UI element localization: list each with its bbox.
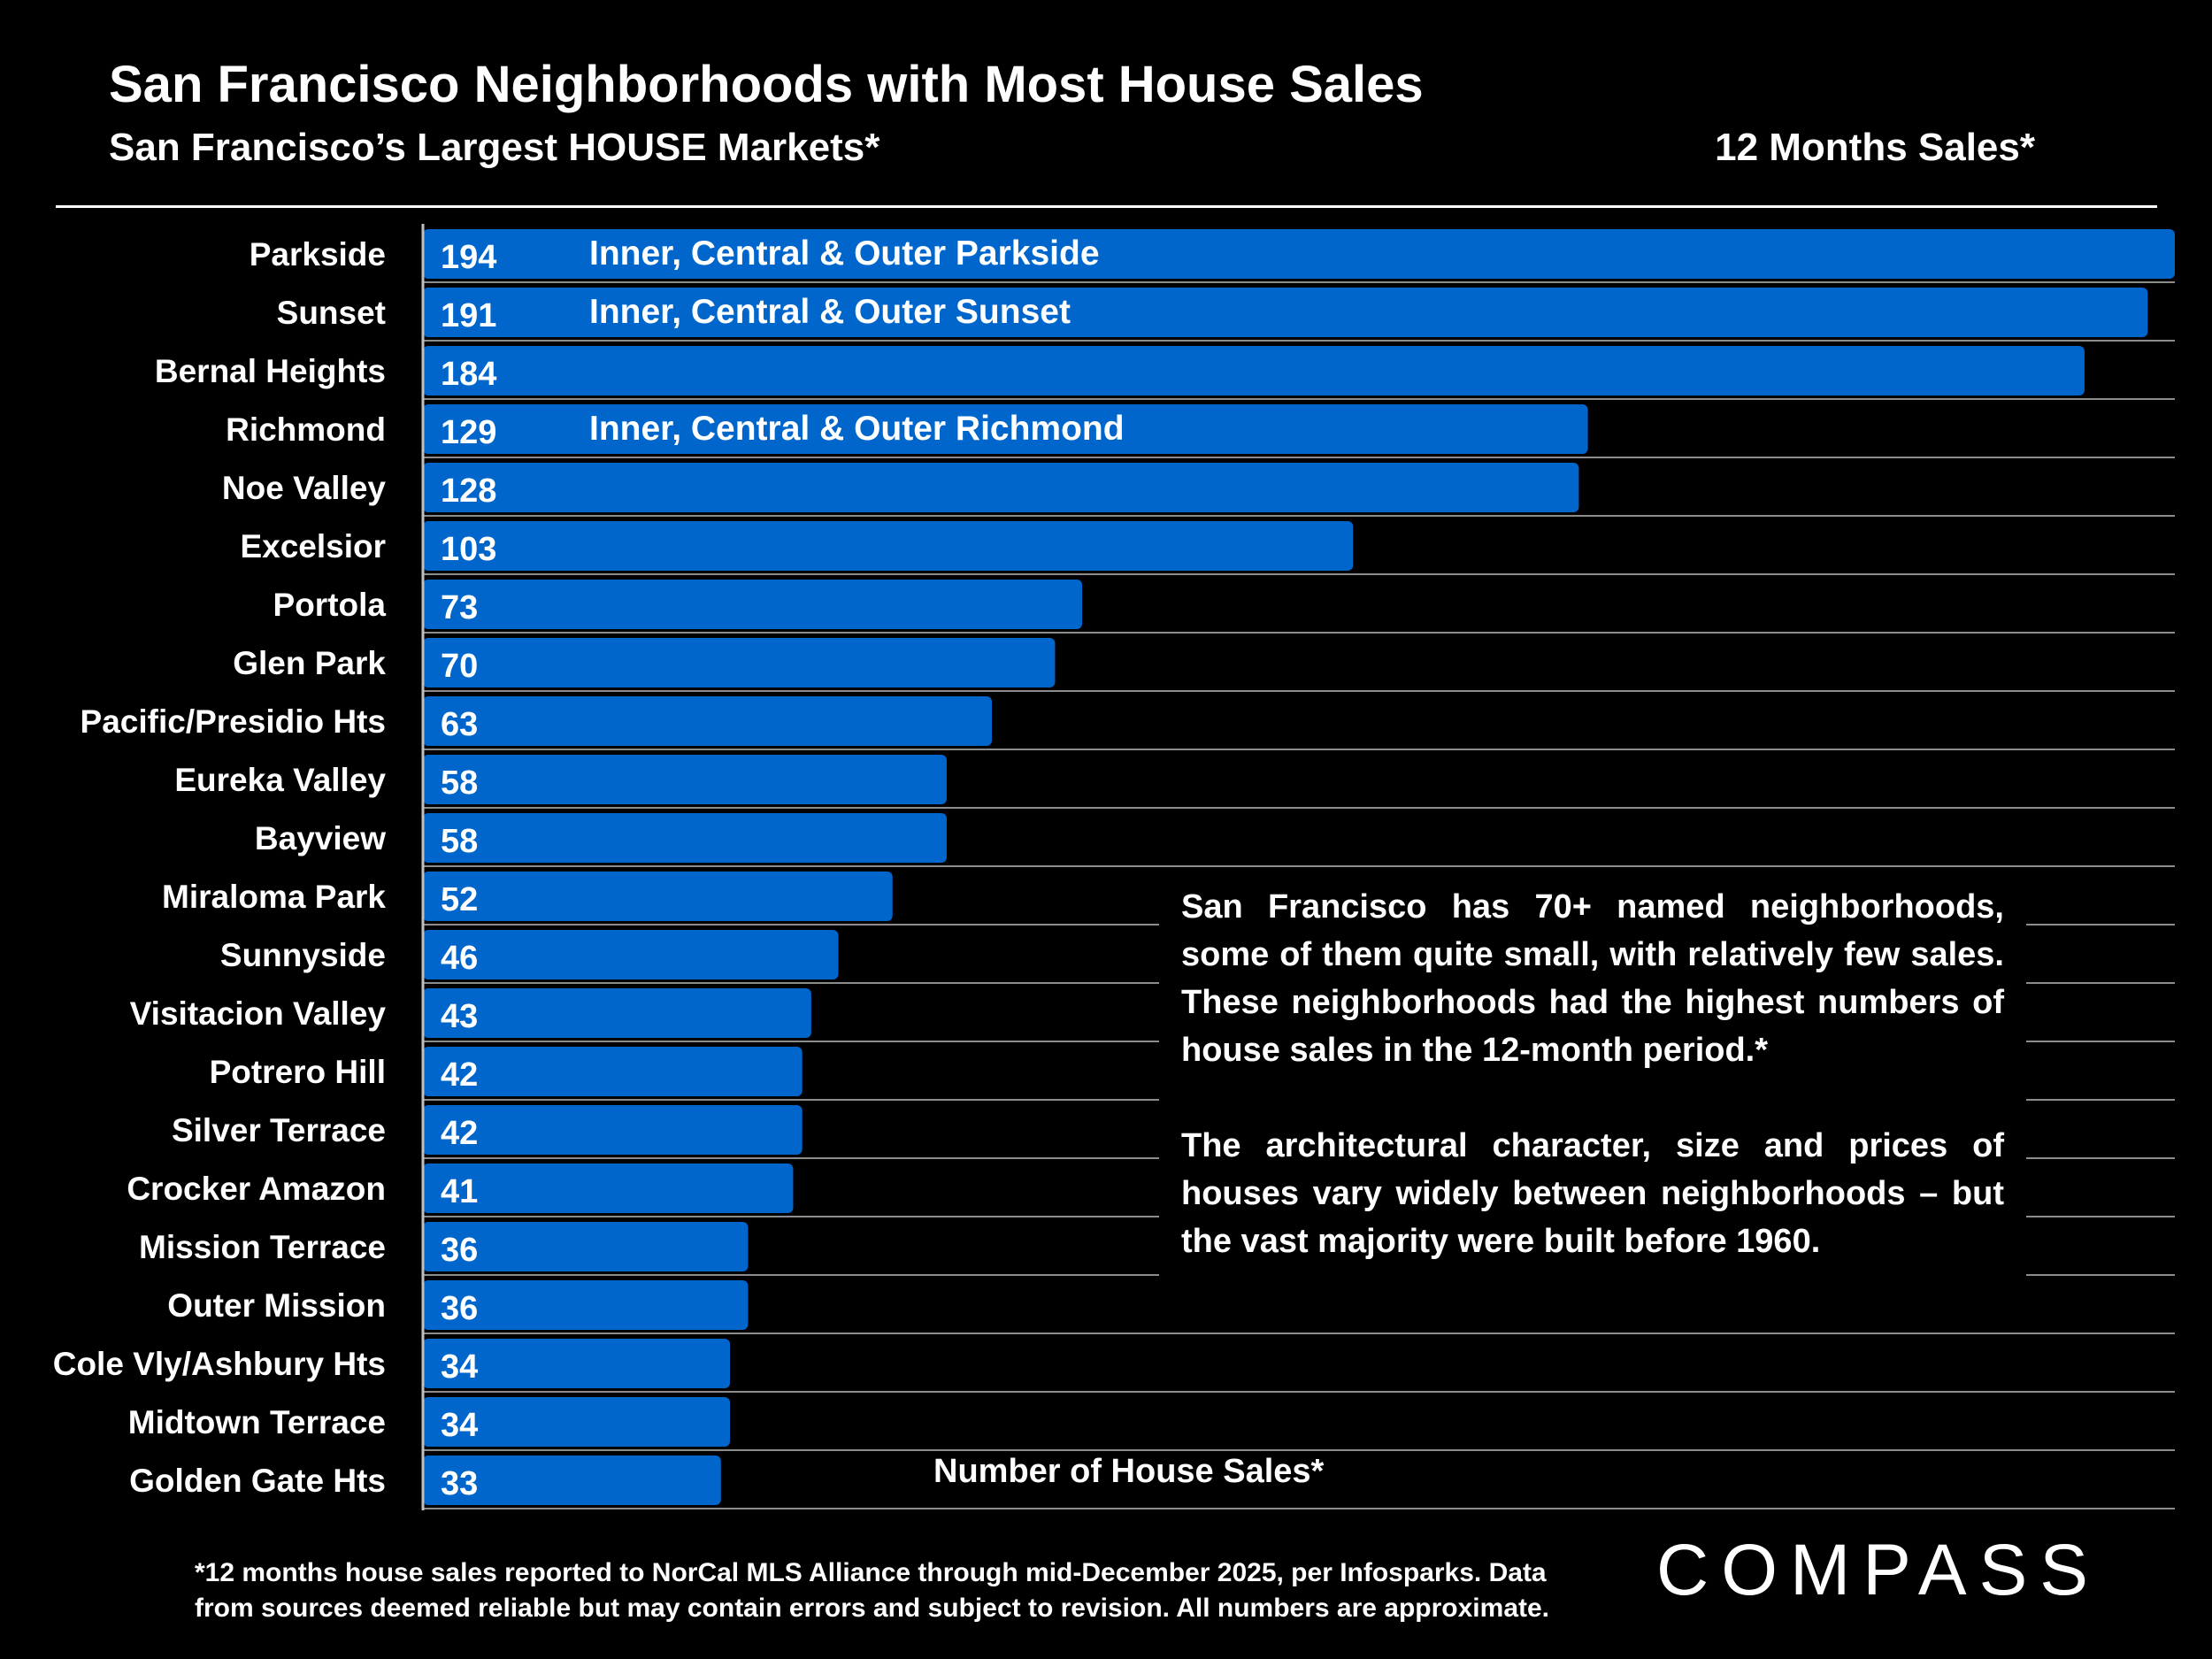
bar xyxy=(423,696,992,746)
bar xyxy=(423,404,1588,454)
bar xyxy=(423,1222,749,1271)
category-label: Cole Vly/Ashbury Hts xyxy=(53,1346,386,1382)
bar xyxy=(423,1164,794,1213)
bar-value-label: 42 xyxy=(441,1115,478,1152)
bar-value-label: 46 xyxy=(441,940,478,977)
bar-value-label: 63 xyxy=(441,706,478,743)
category-label: Crocker Amazon xyxy=(127,1171,386,1207)
bar xyxy=(423,930,839,979)
bar-value-label: 52 xyxy=(441,881,478,918)
category-label: Golden Gate Hts xyxy=(129,1463,386,1499)
bar xyxy=(423,1105,803,1155)
chart-subtitle: San Francisco’s Largest HOUSE Markets* xyxy=(109,126,880,169)
category-label: Visitacion Valley xyxy=(130,995,387,1032)
category-label: Richmond xyxy=(226,411,386,448)
bar xyxy=(423,755,947,804)
category-label: Parkside xyxy=(250,236,386,273)
bar-value-label: 42 xyxy=(441,1056,478,1094)
bar-annotation: Inner, Central & Outer Sunset xyxy=(589,293,1071,331)
compass-logo: COMPASS xyxy=(1656,1530,2101,1610)
period-label: 12 Months Sales* xyxy=(1715,126,2035,169)
bar xyxy=(423,580,1083,629)
bar xyxy=(423,988,811,1038)
x-axis-label: Number of House Sales* xyxy=(933,1453,1325,1490)
category-label: Glen Park xyxy=(233,645,386,681)
category-label: Eureka Valley xyxy=(174,762,386,798)
bar xyxy=(423,463,1579,512)
category-label: Portola xyxy=(273,587,387,623)
category-label: Midtown Terrace xyxy=(128,1404,386,1440)
bar-value-label: 34 xyxy=(441,1407,478,1444)
category-label: Outer Mission xyxy=(167,1287,386,1324)
bar-value-label: 103 xyxy=(441,531,496,568)
category-label: Bayview xyxy=(255,820,386,856)
header-divider xyxy=(56,205,2157,208)
bar-value-label: 184 xyxy=(441,356,496,393)
bar-value-label: 73 xyxy=(441,589,478,626)
bar xyxy=(423,229,2175,279)
category-label: Noe Valley xyxy=(222,470,387,506)
bar-value-label: 191 xyxy=(441,297,496,334)
bar-value-label: 58 xyxy=(441,823,478,860)
bar-value-label: 36 xyxy=(441,1232,478,1269)
bar xyxy=(423,521,1354,571)
category-label: Sunset xyxy=(277,295,386,331)
bar xyxy=(423,1047,803,1096)
bar xyxy=(423,813,947,863)
category-label: Potrero Hill xyxy=(210,1054,386,1090)
bar-value-label: 70 xyxy=(441,648,478,685)
chart-title: San Francisco Neighborhoods with Most Ho… xyxy=(109,56,1424,113)
bar-value-label: 194 xyxy=(441,239,496,276)
bar-value-label: 36 xyxy=(441,1290,478,1327)
bar-annotation: Inner, Central & Outer Richmond xyxy=(589,410,1125,448)
description-note: San Francisco has 70+ named neighborhood… xyxy=(1181,883,2004,1313)
bar-value-label: 33 xyxy=(441,1465,478,1502)
category-label: Miraloma Park xyxy=(162,879,386,915)
note-paragraph-2: The architectural character, size and pr… xyxy=(1181,1127,2004,1260)
bar-annotation: Inner, Central & Outer Parkside xyxy=(589,234,1100,273)
bar-value-label: 58 xyxy=(441,764,478,802)
bar xyxy=(423,1455,721,1505)
bar xyxy=(423,1280,749,1330)
bar xyxy=(423,346,2085,396)
bar-value-label: 34 xyxy=(441,1348,478,1386)
category-label: Bernal Heights xyxy=(155,353,386,389)
bar xyxy=(423,1339,731,1388)
bar xyxy=(423,288,2148,337)
bar-value-label: 128 xyxy=(441,472,496,510)
category-label: Excelsior xyxy=(240,528,386,565)
bar xyxy=(423,638,1056,687)
bar-value-label: 129 xyxy=(441,414,496,451)
bar-value-label: 43 xyxy=(441,998,478,1035)
bar-value-label: 41 xyxy=(441,1173,478,1210)
category-label: Sunnyside xyxy=(220,937,386,973)
category-label: Mission Terrace xyxy=(139,1229,386,1265)
category-label: Pacific/Presidio Hts xyxy=(81,703,386,740)
note-background xyxy=(1159,872,2026,1279)
bar xyxy=(423,872,893,921)
bar xyxy=(423,1397,731,1447)
category-label: Silver Terrace xyxy=(172,1112,386,1148)
note-paragraph-1: San Francisco has 70+ named neighborhood… xyxy=(1181,888,2004,1069)
footnote: *12 months house sales reported to NorCa… xyxy=(195,1558,1550,1623)
